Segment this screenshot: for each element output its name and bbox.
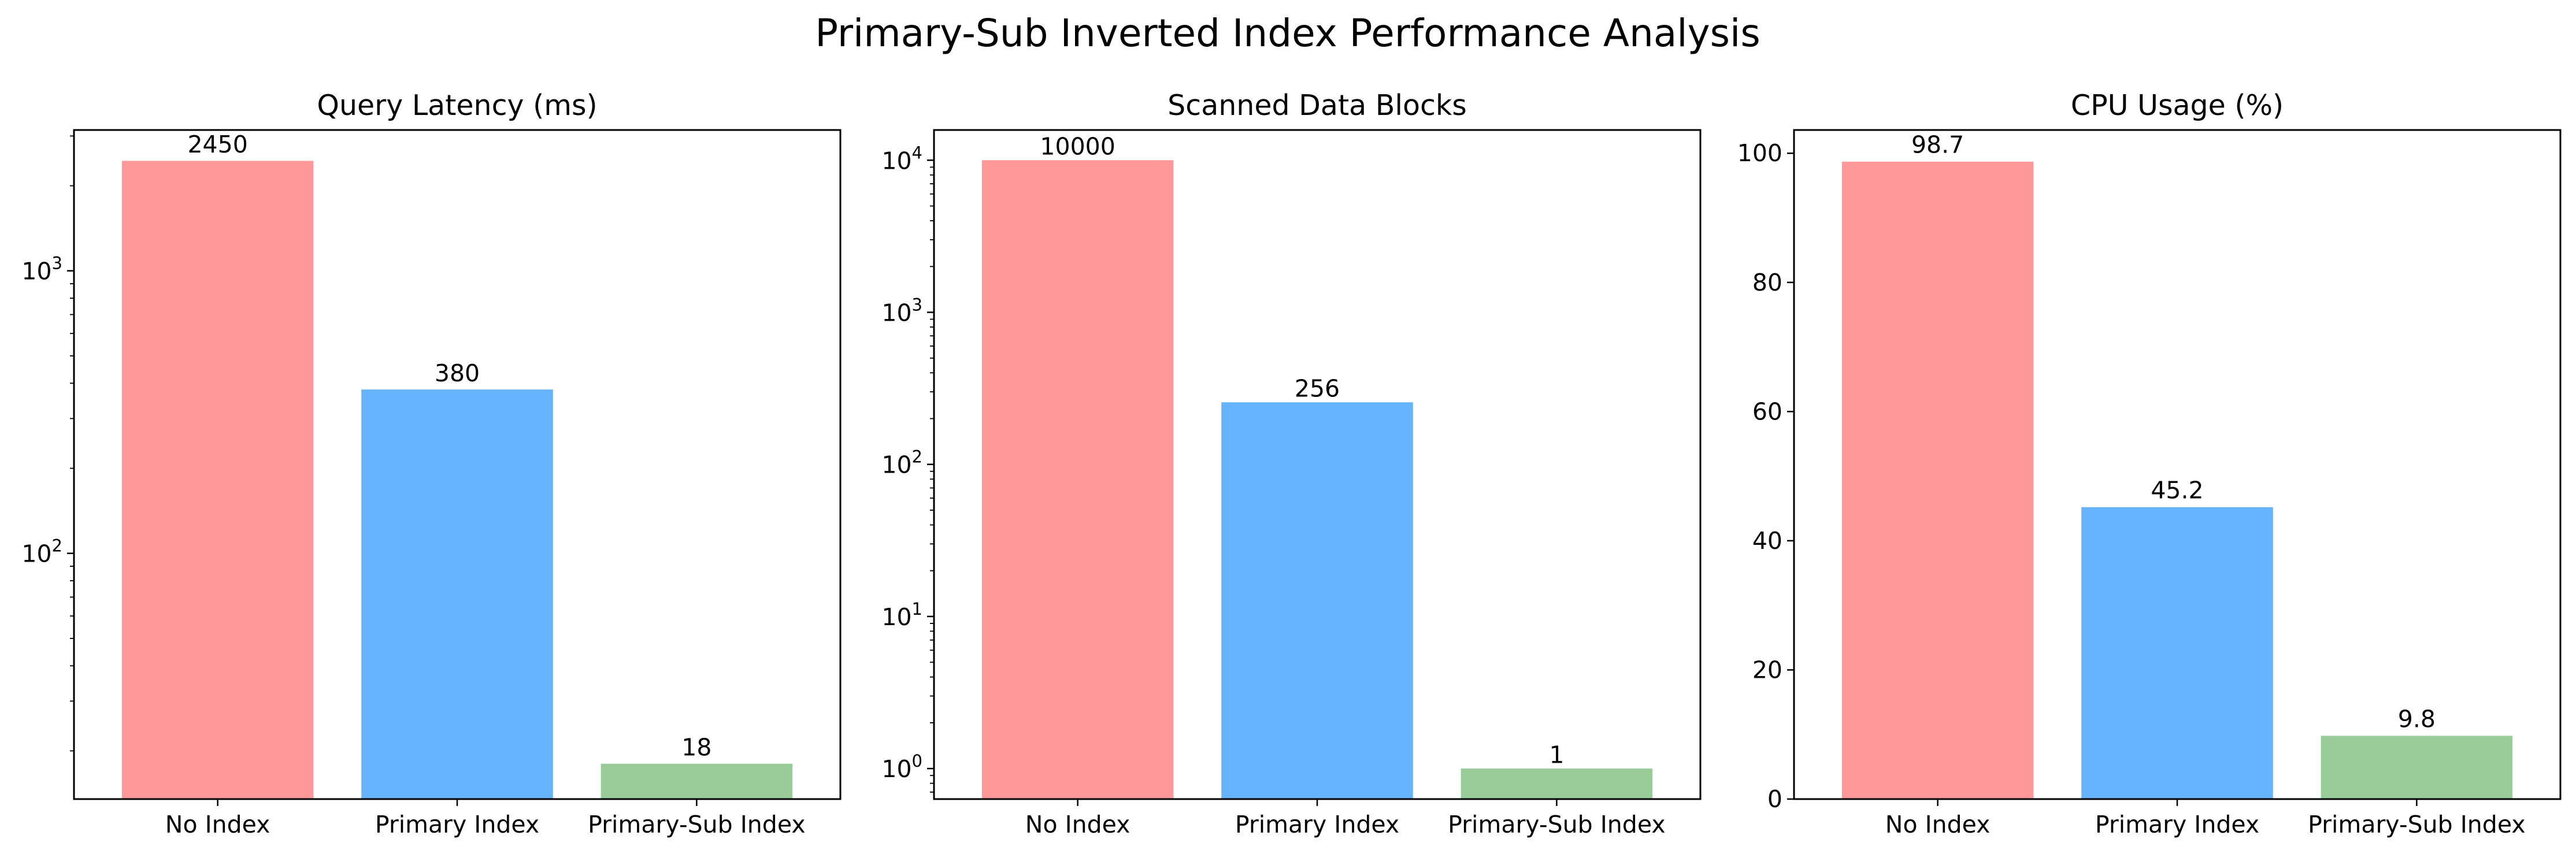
bar-primary-sub-index [2321,736,2513,799]
y-tick-label: 100 [881,751,922,783]
bar-primary-index [361,389,553,799]
bar-primary-index [2081,507,2273,799]
y-tick-exponent: 4 [912,143,922,162]
plot-frame [1793,129,2562,800]
x-tick-label: Primary-Sub Index [2308,811,2525,838]
x-tick-label: No Index [165,811,270,838]
y-tick-base: 10 [881,299,911,327]
bar-no-index [981,160,1174,800]
bar-value-label: 9.8 [2398,705,2436,733]
y-tick-base: 10 [881,451,911,479]
y-tick-label: 60 [1752,398,1782,425]
y-tick-label: 40 [1752,527,1782,555]
y-tick-base: 10 [881,603,911,631]
bar-value-label: 1 [1549,741,1564,769]
y-tick-label: 104 [881,143,922,174]
y-tick-exponent: 3 [912,295,922,315]
x-tick-label: Primary Index [375,811,539,838]
x-tick-label: No Index [1885,811,1991,838]
y-tick-exponent: 2 [912,447,922,467]
y-tick-label: 100 [1737,139,1782,167]
y-tick-exponent: 1 [912,599,922,619]
y-tick-exponent: 0 [912,751,922,771]
bar-no-index [1841,161,2034,799]
bar-no-index [121,161,314,799]
y-tick-exponent: 2 [52,536,62,556]
chart-title: Query Latency (ms) [317,89,597,122]
y-tick-label: 102 [881,447,922,479]
bar-value-label: 10000 [1040,133,1115,161]
plot-frame [73,129,842,800]
y-tick-exponent: 3 [52,254,62,273]
bar-value-label: 45.2 [2151,477,2203,504]
bar-primary-sub-index [1461,768,1653,799]
x-tick-label: No Index [1025,811,1131,838]
plot-frame [933,129,1702,800]
y-tick-label: 102 [21,536,62,568]
x-tick-label: Primary Index [1235,811,1399,838]
x-tick-label: Primary Index [2095,811,2259,838]
chart-title: Scanned Data Blocks [1167,89,1467,122]
y-tick-label: 0 [1767,785,1782,813]
bar-value-label: 18 [681,734,711,762]
y-tick-base: 10 [881,755,911,783]
bar-primary-sub-index [601,763,793,799]
y-tick-label: 101 [881,599,922,631]
y-tick-base: 10 [21,540,51,568]
chart-panel-1: Query Latency (ms) 2450 No Index 380 Primary… [21,89,842,838]
chart-panel-2: Scanned Data Blocks 10000 No Index 256 Prima… [881,89,1702,838]
y-tick-base: 10 [21,258,51,285]
figure-title: Primary-Sub Inverted Index Performance A… [815,11,1760,55]
bar-value-label: 380 [435,359,480,387]
y-tick-label: 103 [21,254,62,285]
y-tick-label: 20 [1752,656,1782,684]
y-tick-label: 103 [881,295,922,327]
chart-panel-3: CPU Usage (%) 98.7 No Index 45.2 Primary Ind… [1737,89,2562,838]
bar-value-label: 98.7 [1911,131,1964,159]
x-tick-label: Primary-Sub Index [1448,811,1665,838]
x-tick-label: Primary-Sub Index [588,811,805,838]
y-tick-base: 10 [881,147,911,174]
bar-value-label: 2450 [187,131,247,158]
bar-primary-index [1221,402,1413,799]
bar-value-label: 256 [1295,375,1340,403]
chart-title: CPU Usage (%) [2071,89,2284,122]
y-tick-label: 80 [1752,269,1782,296]
